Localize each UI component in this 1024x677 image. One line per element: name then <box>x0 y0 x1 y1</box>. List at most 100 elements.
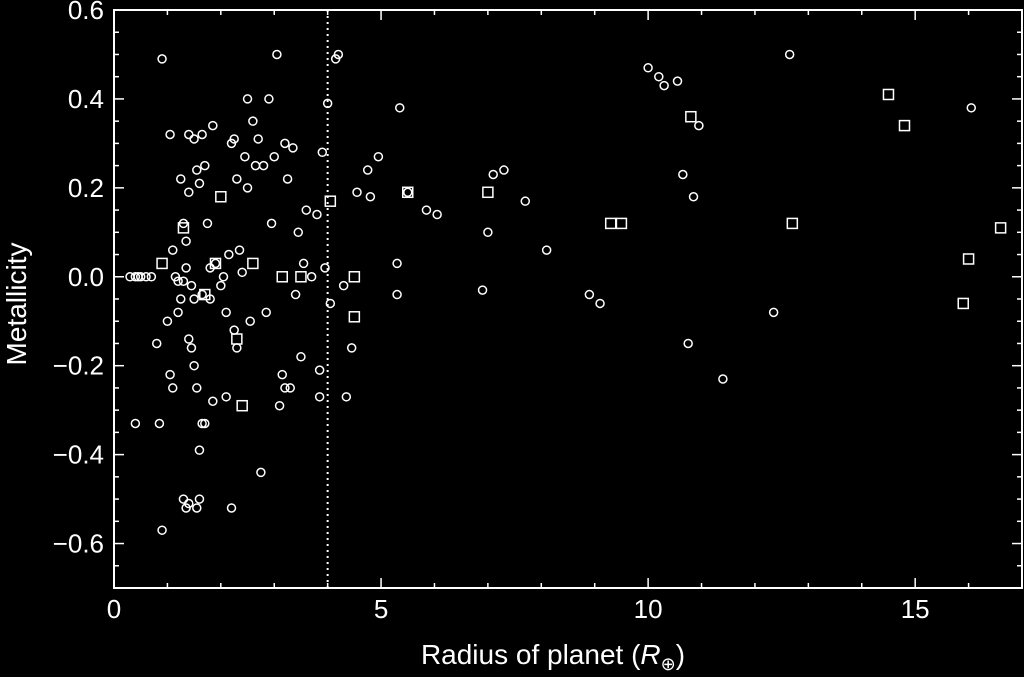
data-point-square <box>324 195 337 207</box>
y-tick-labels: −0.6 −0.4 −0.2 0.0 0.2 0.4 0.6 <box>53 0 104 559</box>
data-point-circle <box>194 445 205 455</box>
data-point-circle <box>154 418 165 429</box>
data-point-circle <box>181 236 191 246</box>
x-axis-label-close: ) <box>676 639 685 670</box>
x-tick-label: 15 <box>901 594 930 624</box>
data-point-circle <box>186 280 197 291</box>
data-point-circle <box>421 205 432 215</box>
data-point-square <box>786 217 799 230</box>
data-point-square <box>295 271 307 283</box>
data-point-circle <box>210 258 221 269</box>
data-point-circle <box>242 94 253 104</box>
data-point-circle <box>301 205 312 215</box>
data-point-circle <box>242 183 253 193</box>
data-point-circle <box>293 227 304 238</box>
y-tick-label: 0.2 <box>68 173 104 203</box>
data-point-circle <box>221 392 231 402</box>
data-point-square <box>994 222 1007 234</box>
data-point-circle <box>218 272 229 282</box>
data-point-circle <box>325 298 336 309</box>
data-point-circle <box>240 151 250 162</box>
data-point-circle <box>266 218 277 229</box>
data-point-circle <box>192 165 202 175</box>
x-tick-label: 5 <box>374 594 388 624</box>
data-point-circle <box>269 151 279 162</box>
data-point-circle <box>595 298 605 309</box>
data-point-circle <box>216 280 226 291</box>
x-axis-label-symbol: R <box>640 639 660 670</box>
data-point-square <box>199 288 211 301</box>
data-point-circle <box>202 218 213 229</box>
data-point-circle <box>237 267 247 278</box>
data-point-circle <box>392 258 402 269</box>
data-point-circle <box>165 129 175 140</box>
x-axis-label-subscript: ⊕ <box>661 654 676 674</box>
data-point-circle <box>477 285 488 295</box>
data-point-circle <box>296 352 306 362</box>
data-point-circle <box>130 418 141 429</box>
data-point-circle <box>192 383 202 393</box>
data-point-circle <box>165 369 175 380</box>
data-point-circle <box>189 360 199 371</box>
y-tick-label: −0.4 <box>53 440 104 470</box>
data-point-circle <box>280 138 290 149</box>
y-tick-label: 0.0 <box>68 262 104 292</box>
data-point-circle <box>483 227 493 238</box>
data-point-circle <box>197 289 207 300</box>
data-point-circle <box>499 165 509 175</box>
data-point-circle <box>341 392 352 402</box>
data-points <box>125 49 1007 535</box>
data-point-square <box>156 257 168 270</box>
data-point-circle <box>683 338 693 349</box>
data-point-circle <box>168 383 178 393</box>
data-point-circle <box>208 120 218 131</box>
data-point-circle <box>173 307 183 318</box>
data-point-circle <box>584 289 595 300</box>
data-point-circle <box>181 263 191 273</box>
data-point-circle <box>333 49 344 60</box>
data-point-circle <box>245 316 255 326</box>
data-point-circle <box>312 209 322 220</box>
x-tick-label: 0 <box>107 594 121 624</box>
data-point-circle <box>194 494 205 504</box>
data-point-circle <box>184 187 194 198</box>
data-point-circle <box>184 334 194 344</box>
data-point-square <box>615 217 628 230</box>
data-point-square <box>215 190 227 203</box>
y-tick-label: −0.2 <box>53 351 104 381</box>
data-point-circle <box>272 49 282 60</box>
data-point-circle <box>966 103 977 113</box>
data-point-circle <box>298 258 309 269</box>
data-point-circle <box>192 503 202 513</box>
data-point-circle <box>176 294 186 304</box>
x-axis-label-text: Radius of planet ( <box>421 639 641 670</box>
data-point-circle <box>176 174 186 184</box>
data-point-circle <box>221 307 231 318</box>
data-point-circle <box>392 289 402 300</box>
data-point-circle <box>178 276 189 286</box>
data-point-circle <box>208 396 218 407</box>
data-point-square <box>882 88 895 101</box>
y-axis-label: Metallicity <box>1 243 32 366</box>
data-point-circle <box>157 525 167 535</box>
data-point-circle <box>654 71 664 82</box>
data-point-circle <box>200 418 210 429</box>
data-point-circle <box>282 174 293 184</box>
data-point-circle <box>688 191 699 202</box>
y-tick-label: 0.4 <box>68 84 104 114</box>
data-point-circle <box>200 160 210 171</box>
data-point-circle <box>173 276 183 286</box>
data-point-circle <box>306 272 317 282</box>
data-point-circle <box>541 245 552 255</box>
data-point-square <box>209 257 222 270</box>
x-tick-labels: 0 5 10 15 <box>107 594 930 624</box>
data-point-square <box>348 311 361 323</box>
data-point-circle <box>261 307 271 318</box>
data-point-circle <box>346 343 357 353</box>
data-point-circle <box>168 245 178 255</box>
x-tick-label: 10 <box>634 594 663 624</box>
data-point-circle <box>151 338 162 349</box>
data-point-circle <box>520 196 531 206</box>
data-point-circle <box>432 209 442 220</box>
